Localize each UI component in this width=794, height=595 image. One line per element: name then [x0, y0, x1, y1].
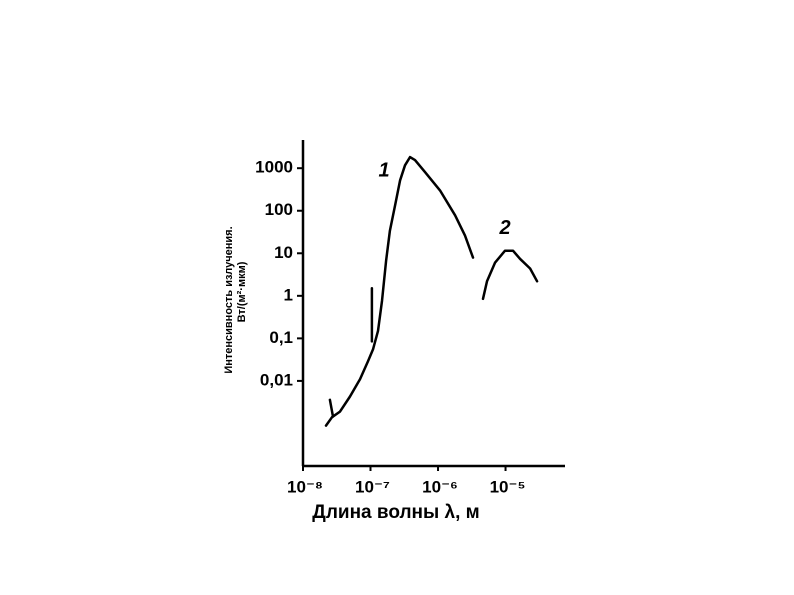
- series-label: 1: [378, 159, 389, 181]
- series-line: [324, 155, 475, 427]
- series-label: 2: [498, 217, 510, 239]
- x-tick-label: 10⁻⁵: [490, 477, 526, 496]
- x-axis-label: Длина волны λ, м: [312, 502, 479, 523]
- y-tick-label: 1: [284, 285, 293, 304]
- x-tick-label: 10⁻⁷: [355, 477, 390, 496]
- y-tick-label: 10: [274, 243, 293, 262]
- x-tick-label: 10⁻⁸: [287, 477, 323, 496]
- y-tick-label: 100: [265, 200, 293, 219]
- x-tick-label: 10⁻⁶: [422, 477, 458, 496]
- y-tick-label: 0,01: [260, 370, 293, 389]
- y-axis-label: Вт/(м²·мкм): [236, 261, 248, 322]
- series-line: [481, 249, 539, 301]
- y-tick-label: 1000: [255, 158, 293, 177]
- y-axis-label-group: Интенсивность излучения. Вт/(м²·мкм): [223, 226, 248, 373]
- y-axis-label: Интенсивность излучения.: [223, 226, 235, 373]
- y-tick-label: 0,1: [269, 328, 293, 347]
